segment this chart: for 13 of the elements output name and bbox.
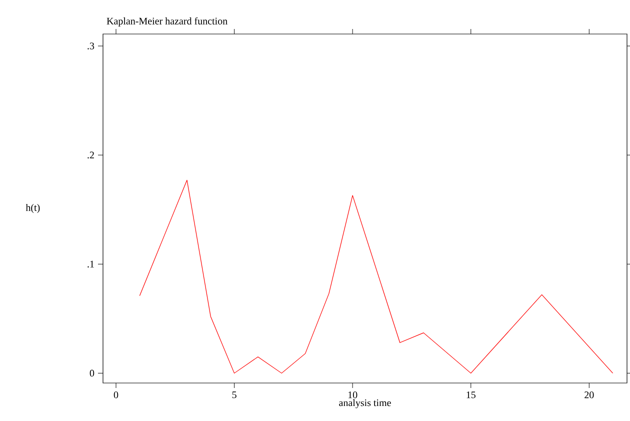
x-tick-label: 0 — [114, 392, 118, 398]
y-tick-label: .3 — [88, 42, 94, 50]
x-axis-title: analysis time — [339, 399, 391, 408]
y-tick-label: .2 — [88, 152, 94, 158]
x-tick-label: 10 — [348, 392, 358, 398]
x-tick-label: 20 — [584, 392, 594, 398]
x-tick-label: 15 — [466, 392, 476, 398]
y-tick-label: 0 — [90, 370, 94, 377]
line-series — [139, 180, 614, 374]
chart-title: Kaplan-Meier hazard function — [106, 17, 228, 26]
y-axis-title: h(t) — [26, 204, 40, 214]
x-tick-label: 5 — [232, 392, 236, 398]
y-tick-label: .1 — [88, 260, 94, 268]
